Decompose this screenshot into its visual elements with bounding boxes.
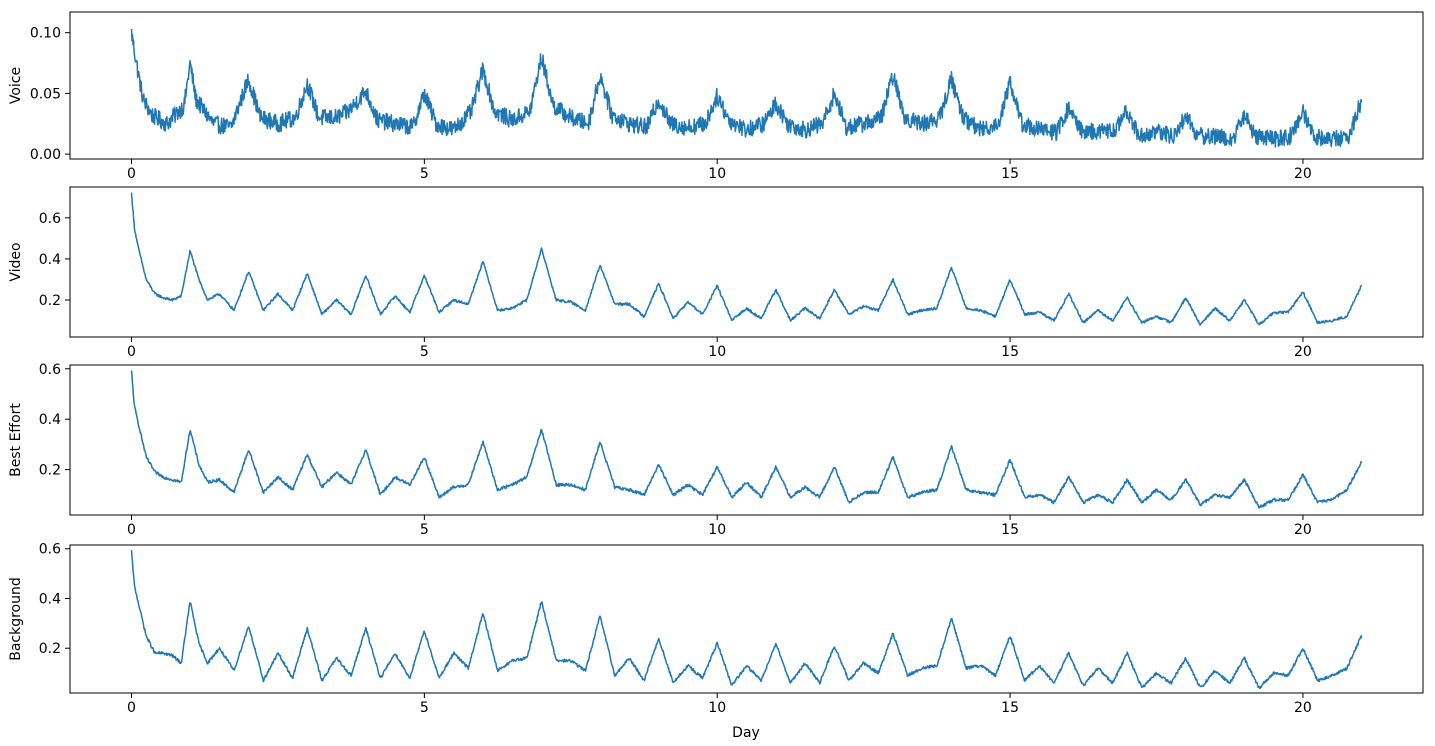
voice-y-tick-label: 0.05 — [30, 86, 61, 102]
video-y-tick-label: 0.2 — [39, 293, 61, 309]
voice-axes-frame — [69, 11, 1424, 160]
voice-x-tick-label: 15 — [1001, 166, 1019, 182]
video-axes-frame — [69, 186, 1424, 338]
best-effort-x-tick-label: 5 — [420, 522, 429, 538]
video-y-axis-label: Video — [8, 242, 24, 281]
best-effort-axes-frame — [69, 364, 1424, 516]
best-effort-y-tick-label: 0.2 — [39, 463, 61, 479]
subplot-video: 0 5 10 15 20 0.2 0.4 0.6 Video — [8, 186, 1424, 360]
video-series-line — [130, 192, 1363, 326]
background-x-tick-label: 20 — [1294, 700, 1312, 716]
background-axes-frame — [69, 544, 1424, 694]
best-effort-y-tick-label: 0.4 — [39, 412, 61, 428]
video-x-tick-label: 0 — [127, 344, 136, 360]
background-y-axis-label: Background — [8, 577, 24, 661]
best-effort-plot-area — [70, 365, 1423, 515]
background-x-tick-label: 10 — [708, 700, 726, 716]
background-y-tick-label: 0.2 — [39, 641, 61, 657]
best-effort-series-line — [130, 370, 1363, 509]
subplot-best-effort: 0 5 10 15 20 0.2 0.4 0.6 Best Effort — [8, 362, 1424, 538]
voice-x-tick-label: 20 — [1294, 166, 1312, 182]
video-x-tick-label: 5 — [420, 344, 429, 360]
voice-series-line — [130, 28, 1363, 148]
best-effort-x-tick-label: 20 — [1294, 522, 1312, 538]
voice-y-tick-label: 0.00 — [30, 147, 61, 163]
background-x-tick-label: 0 — [127, 700, 136, 716]
video-plot-area — [70, 187, 1423, 337]
video-x-tick-label: 15 — [1001, 344, 1019, 360]
background-y-tick-label: 0.4 — [39, 591, 61, 607]
best-effort-y-tick-label: 0.6 — [39, 362, 61, 378]
video-y-tick-label: 0.4 — [39, 252, 61, 268]
video-x-tick-label: 20 — [1294, 344, 1312, 360]
voice-x-tick-label: 0 — [127, 166, 136, 182]
background-y-tick-label: 0.6 — [39, 542, 61, 558]
background-x-tick-label: 15 — [1001, 700, 1019, 716]
background-series-line — [130, 550, 1363, 690]
subplot-background: 0 5 10 15 20 0.2 0.4 0.6 Background — [8, 542, 1424, 716]
video-y-tick-label: 0.6 — [39, 211, 61, 227]
best-effort-x-tick-label: 15 — [1001, 522, 1019, 538]
voice-x-tick-label: 10 — [708, 166, 726, 182]
background-x-tick-label: 5 — [420, 700, 429, 716]
best-effort-x-tick-label: 10 — [708, 522, 726, 538]
video-x-tick-label: 10 — [708, 344, 726, 360]
best-effort-y-axis-label: Best Effort — [8, 403, 24, 477]
voice-y-tick-label: 0.10 — [30, 26, 61, 42]
voice-y-axis-label: Voice — [8, 67, 24, 104]
subplot-voice: 0 5 10 15 20 0.00 0.05 0.10 Voice — [8, 11, 1424, 182]
figure-x-axis-label: Day — [732, 725, 760, 741]
voice-x-tick-label: 5 — [420, 166, 429, 182]
best-effort-x-tick-label: 0 — [127, 522, 136, 538]
background-plot-area — [70, 545, 1423, 693]
